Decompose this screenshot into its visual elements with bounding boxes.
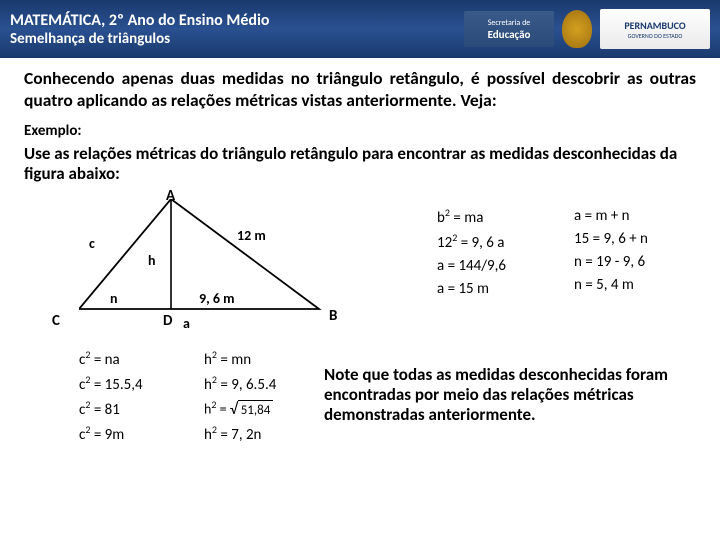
vertex-b: B bbox=[329, 307, 337, 325]
logo-edu-bot: Educação bbox=[488, 28, 531, 41]
problem-text: Use as relações métricas do triângulo re… bbox=[24, 144, 696, 185]
logo-pernambuco-icon: PERNAMBUCO GOVERNO DO ESTADO bbox=[600, 9, 710, 49]
eq-b1: b2 = ma bbox=[437, 205, 506, 230]
side-b-length: 12 m bbox=[237, 227, 266, 244]
eq-b3: a = 144/9,6 bbox=[437, 255, 506, 278]
example-label: Exemplo: bbox=[24, 122, 696, 140]
eq-a2: 15 = 9, 6 + n bbox=[574, 228, 648, 251]
conclusion-note: Note que todas as medidas desconhecidas … bbox=[324, 365, 714, 426]
eq-h1: h2 = mn bbox=[204, 347, 276, 372]
equations-c: c2 = na c2 = 15.5,4 c2 = 81 c2 = 9m bbox=[79, 347, 143, 448]
altitude-h: h bbox=[148, 252, 156, 269]
eq-c4: c2 = 9m bbox=[79, 422, 143, 447]
segment-n: n bbox=[110, 290, 118, 307]
eq-a1: a = m + n bbox=[574, 205, 648, 228]
eq-b2: 122 = 9, 6 a bbox=[437, 230, 506, 255]
eq-c1: c2 = na bbox=[79, 347, 143, 372]
work-area: A C B D c h n a 12 m 9, 6 m c2 = na c2 =… bbox=[24, 187, 696, 507]
header-text: MATEMÁTICA, 2º Ano do Ensino Médio Semel… bbox=[10, 11, 464, 48]
header-logos: Secretaria de Educação PERNAMBUCO GOVERN… bbox=[464, 9, 710, 49]
eq-h4: h2 = 7, 2n bbox=[204, 422, 276, 447]
eq-h2: h2 = 9, 6.5.4 bbox=[204, 372, 276, 397]
equations-h: h2 = mn h2 = 9, 6.5.4 h2 = √51,84 h2 = 7… bbox=[204, 347, 276, 448]
slide-content: Conhecendo apenas duas medidas no triâng… bbox=[0, 58, 720, 507]
vertex-c-outer: C bbox=[52, 312, 60, 330]
header-line1: MATEMÁTICA, 2º Ano do Ensino Médio bbox=[10, 11, 464, 30]
slide-header: MATEMÁTICA, 2º Ano do Ensino Médio Semel… bbox=[0, 0, 720, 58]
vertex-a: A bbox=[166, 187, 175, 205]
logo-edu-top: Secretaria de bbox=[488, 18, 531, 28]
vertex-d: D bbox=[163, 312, 172, 330]
equations-a: a = m + n 15 = 9, 6 + n n = 19 - 9, 6 n … bbox=[574, 205, 648, 298]
eq-c3: c2 = 81 bbox=[79, 397, 143, 422]
intro-text: Conhecendo apenas duas medidas no triâng… bbox=[24, 68, 696, 112]
eq-a3: n = 19 - 9, 6 bbox=[574, 251, 648, 274]
header-line2: Semelhança de triângulos bbox=[10, 30, 464, 48]
logo-pe-text: PERNAMBUCO bbox=[624, 19, 685, 32]
logo-secretaria-icon: Secretaria de Educação bbox=[464, 11, 554, 47]
equations-b: b2 = ma 122 = 9, 6 a a = 144/9,6 a = 15 … bbox=[437, 205, 506, 302]
eq-a4: n = 5, 4 m bbox=[574, 274, 648, 297]
eq-h3: h2 = √51,84 bbox=[204, 397, 276, 422]
logo-pe-sub: GOVERNO DO ESTADO bbox=[624, 32, 685, 40]
segment-a: a bbox=[183, 315, 190, 332]
eq-b4: a = 15 m bbox=[437, 278, 506, 301]
eq-c2: c2 = 15.5,4 bbox=[79, 372, 143, 397]
state-badge-icon bbox=[562, 10, 592, 48]
hyp-segment-length: 9, 6 m bbox=[199, 290, 235, 307]
side-c: c bbox=[89, 235, 95, 252]
